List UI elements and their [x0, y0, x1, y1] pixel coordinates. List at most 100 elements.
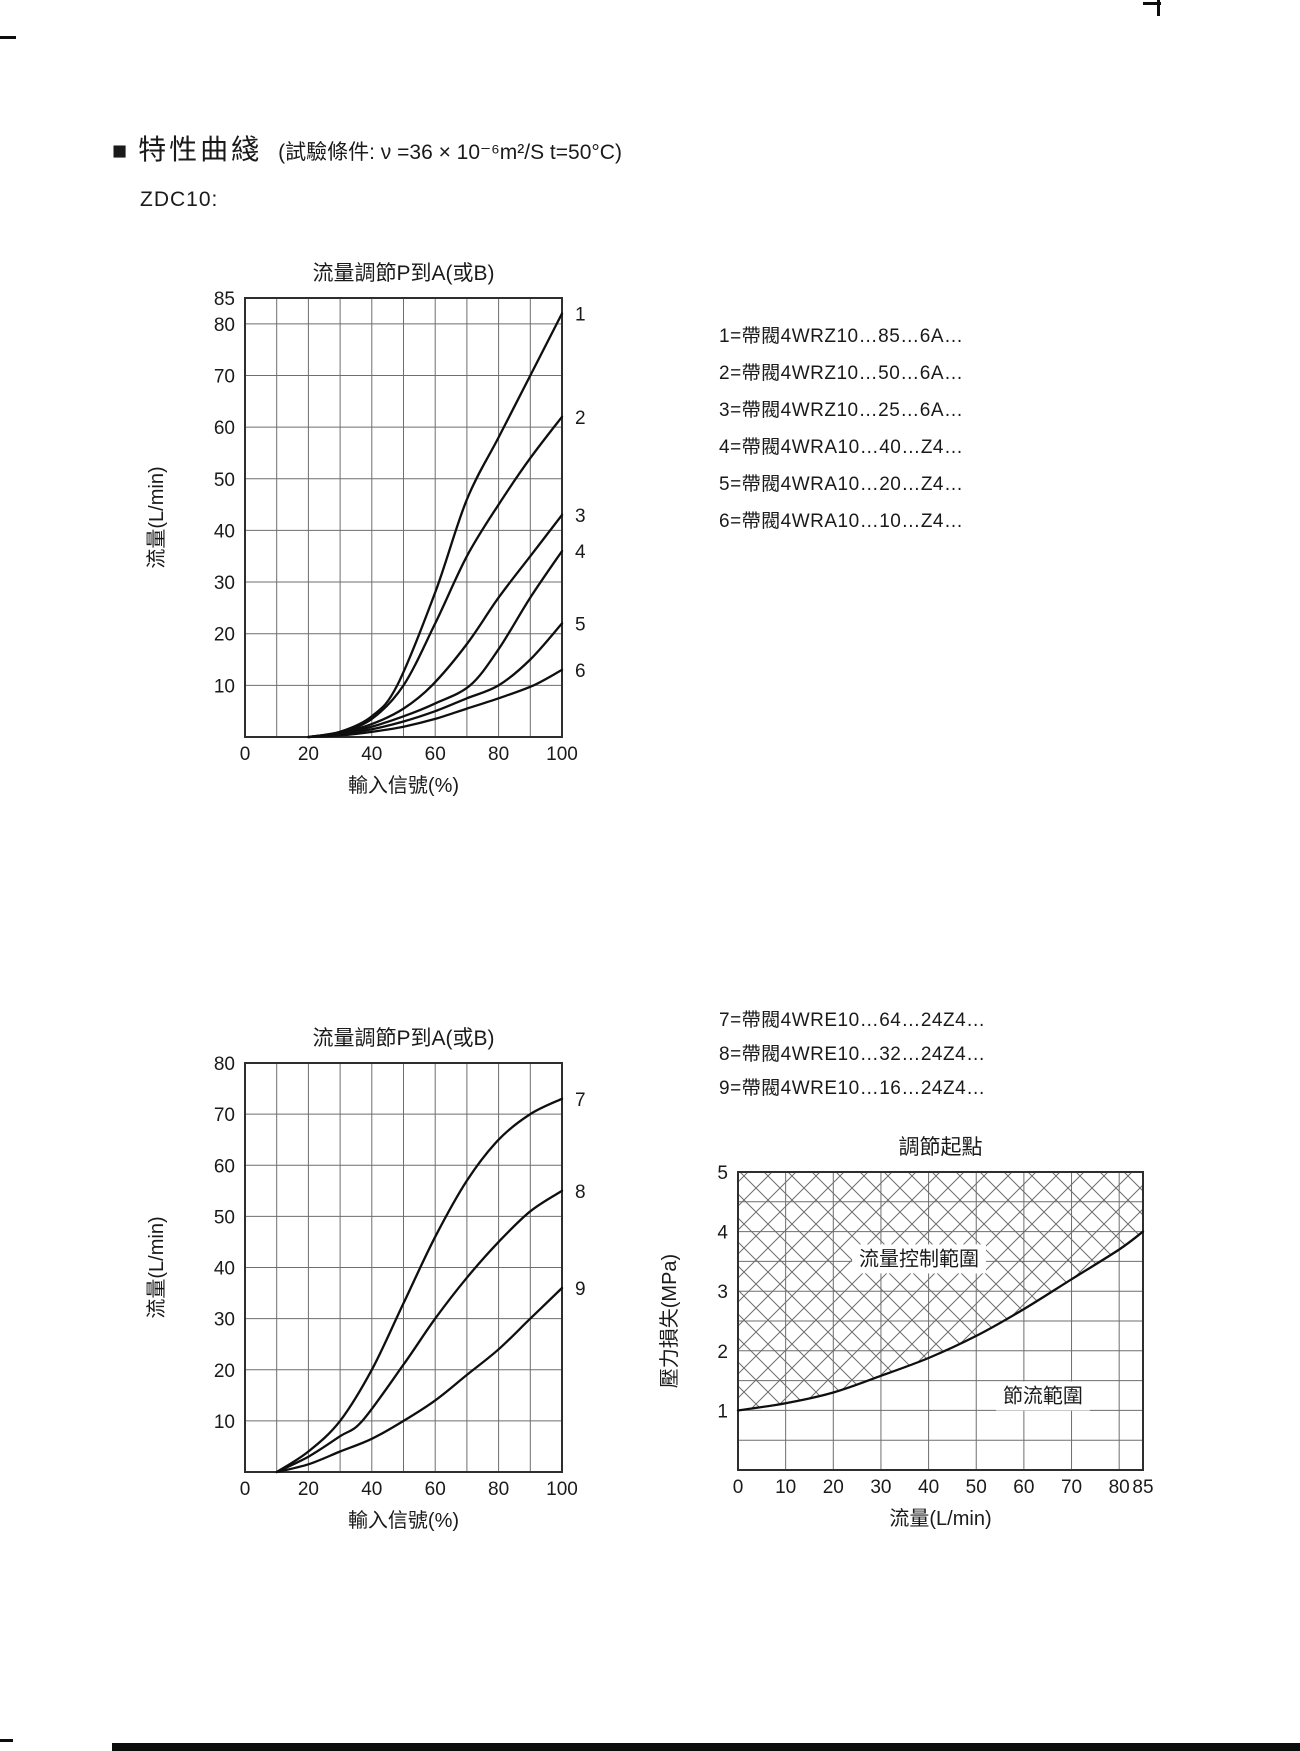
- y-tick-label: 10: [214, 1412, 235, 1433]
- crop-mark-left-top: [0, 36, 16, 39]
- section-title: 特性曲綫: [138, 134, 263, 165]
- curve-label-9: 9: [575, 1279, 586, 1300]
- curve-label-3: 3: [575, 506, 586, 527]
- chart-title: 調節起點: [899, 1136, 983, 1159]
- section-marker-icon: ■: [112, 137, 128, 165]
- x-tick-label: 0: [733, 1477, 744, 1498]
- y-tick-label: 80: [214, 315, 235, 336]
- x-tick-label: 30: [870, 1477, 891, 1498]
- legend-item-6: 6=帶閥4WRA10…10…Z4…: [719, 511, 964, 532]
- annotation-backing: [852, 1244, 987, 1274]
- x-tick-label: 40: [361, 744, 382, 765]
- curve-label-1: 1: [575, 304, 586, 325]
- region-annotation: 節流範圍: [1003, 1385, 1083, 1408]
- x-tick-label: 20: [823, 1477, 844, 1498]
- y-tick-label: 70: [214, 366, 235, 387]
- chart-flow-adjustment-2: 7 8 9 0 20 40 60 80 100 10 20 30 40 50 60 70 80 流量調節P到A(或…: [145, 1027, 586, 1532]
- y-tick-label: 3: [717, 1282, 728, 1303]
- legend-item-4: 4=帶閥4WRA10…40…Z4…: [719, 437, 964, 458]
- legend-item-7: 7=帶閥4WRE10…64…24Z4…: [719, 1010, 986, 1031]
- legend-item-1: 1=帶閥4WRZ10…85…6A…: [719, 326, 964, 347]
- y-tick-label: 40: [214, 1259, 235, 1280]
- legend-curves-1-6: 1=帶閥4WRZ10…85…6A… 2=帶閥4WRZ10…50…6A… 3=帶閥…: [719, 318, 964, 540]
- legend-item-5: 5=帶閥4WRA10…20…Z4…: [719, 474, 964, 495]
- plot-border: [244, 297, 563, 738]
- test-condition-text: (試驗條件: ν =36 × 10⁻⁶m²/S t=50°C): [278, 141, 622, 164]
- curve-6: [307, 668, 564, 739]
- y-tick-label: 1: [717, 1401, 728, 1422]
- page-footer-bar: [112, 1743, 1300, 1751]
- y-tick-label: 30: [214, 573, 235, 594]
- legend-item-3: 3=帶閥4WRZ10…25…6A…: [719, 400, 964, 421]
- y-tick-label: 10: [214, 676, 235, 697]
- x-tick-label: 80: [488, 1479, 509, 1500]
- x-tick-label: 60: [1013, 1477, 1034, 1498]
- legend-item-2: 2=帶閥4WRZ10…50…6A…: [719, 363, 964, 384]
- curve-label-2: 2: [575, 408, 586, 429]
- x-axis-label: 輸入信號(%): [348, 774, 459, 797]
- x-tick-label: 40: [361, 1479, 382, 1500]
- y-tick-label: 60: [214, 1156, 235, 1177]
- region-annotation: 流量控制範圍: [859, 1247, 979, 1270]
- x-tick-label: 80: [1109, 1477, 1130, 1498]
- curve-label-6: 6: [575, 661, 586, 682]
- curve-7: [275, 1097, 564, 1474]
- curve-label-4: 4: [575, 542, 586, 563]
- y-tick-label: 5: [717, 1163, 728, 1184]
- x-tick-label: 50: [966, 1477, 987, 1498]
- x-tick-label: 100: [546, 744, 578, 765]
- x-tick-label: 60: [425, 744, 446, 765]
- curve-label-5: 5: [575, 614, 586, 635]
- x-tick-label: 80: [488, 744, 509, 765]
- y-tick-label: 60: [214, 418, 235, 439]
- annotation-backing: [995, 1381, 1090, 1411]
- curve-9: [275, 1286, 564, 1474]
- y-tick-label: 80: [214, 1054, 235, 1075]
- y-tick-label: 4: [717, 1223, 728, 1244]
- x-tick-label: 0: [240, 744, 251, 765]
- x-tick-label: 85: [1132, 1477, 1153, 1498]
- x-tick-label: 60: [425, 1479, 446, 1500]
- model-label: ZDC10:: [140, 188, 219, 211]
- y-tick-label: 30: [214, 1310, 235, 1331]
- y-axis-label: 流量(L/min): [145, 466, 168, 568]
- curve-2: [307, 415, 564, 739]
- curve-3: [307, 513, 564, 739]
- legend-item-9: 9=帶閥4WRE10…16…24Z4…: [719, 1078, 986, 1099]
- legend-item-8: 8=帶閥4WRE10…32…24Z4…: [719, 1044, 986, 1065]
- y-tick-label: 70: [214, 1105, 235, 1126]
- x-tick-label: 20: [298, 1479, 319, 1500]
- x-tick-label: 40: [918, 1477, 939, 1498]
- y-tick-label: 50: [214, 470, 235, 491]
- x-axis-label: 流量(L/min): [889, 1507, 991, 1530]
- y-tick-label: 20: [214, 1361, 235, 1382]
- curve-5: [307, 622, 564, 739]
- chart-title: 流量調節P到A(或B): [312, 1027, 494, 1050]
- x-axis-label: 輸入信號(%): [348, 1509, 459, 1532]
- x-tick-label: 100: [546, 1479, 578, 1500]
- y-axis-label: 流量(L/min): [145, 1216, 168, 1318]
- plot-border: [737, 1171, 1144, 1471]
- crop-mark-top-right-horizontal: [1143, 2, 1161, 5]
- x-tick-label: 0: [240, 1479, 251, 1500]
- y-tick-label: 2: [717, 1342, 728, 1363]
- curve-8: [275, 1189, 564, 1474]
- x-tick-label: 70: [1061, 1477, 1082, 1498]
- curve-label-7: 7: [575, 1090, 586, 1111]
- x-tick-label: 10: [775, 1477, 796, 1498]
- y-tick-label: 40: [214, 521, 235, 542]
- crop-mark-top-right-vertical: [1157, 0, 1160, 16]
- y-tick-label: 20: [214, 625, 235, 646]
- y-tick-label: 85: [214, 289, 235, 310]
- x-tick-label: 20: [298, 744, 319, 765]
- legend-curves-7-9: 7=帶閥4WRE10…64…24Z4… 8=帶閥4WRE10…32…24Z4… …: [719, 1004, 986, 1106]
- curve-label-8: 8: [575, 1182, 586, 1203]
- curve-pressure-loss: [736, 1230, 1145, 1412]
- section-header: ■ 特性曲綫 (試驗條件: ν =36 × 10⁻⁶m²/S t=50°C): [112, 128, 622, 168]
- crop-mark-left-bottom: [0, 1739, 13, 1742]
- chart-title: 流量調節P到A(或B): [312, 262, 494, 285]
- y-axis-label: 壓力損失(MPa): [658, 1254, 681, 1388]
